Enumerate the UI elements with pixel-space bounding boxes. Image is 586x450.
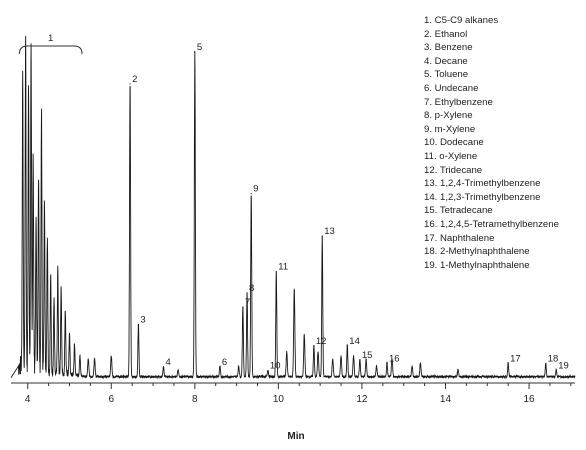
peak-apex-13	[321, 235, 323, 237]
peak-apex-8	[246, 292, 248, 294]
peak-label-15: 15	[362, 350, 373, 361]
peak-label-4: 4	[165, 357, 170, 368]
x-tick-label: 10	[273, 394, 285, 405]
legend-item: 10. Dodecane	[424, 137, 484, 149]
peak-label-16: 16	[389, 354, 400, 365]
range-bracket	[18, 45, 83, 55]
peak-apex-11	[275, 270, 277, 273]
x-tick-label: 14	[440, 394, 452, 405]
peak-apex-12	[313, 345, 315, 347]
peak-label-2: 2	[132, 74, 137, 85]
legend-item: 15. Tetradecane	[424, 205, 493, 217]
peak-label-9: 9	[253, 184, 258, 195]
peak-label-6: 6	[222, 357, 227, 368]
legend-item: 19. 1-Methylnaphthalene	[424, 259, 530, 271]
x-tick-label: 16	[523, 394, 535, 405]
peak-label-10: 10	[270, 361, 281, 372]
chromatogram-trace	[10, 35, 576, 380]
peak-apex-16	[386, 362, 388, 365]
range-bracket-label: 1	[48, 33, 53, 44]
legend-item: 5. Toluene	[424, 69, 469, 81]
peak-apex-15	[359, 359, 361, 361]
peak-apex-14	[346, 345, 348, 347]
peak-label-14: 14	[349, 336, 360, 347]
legend-item: 7. Ethylbenzene	[424, 96, 493, 108]
peak-apex-17	[507, 362, 509, 365]
legend-item: 2. Ethanol	[424, 28, 468, 40]
x-tick-label: 12	[356, 394, 368, 405]
legend-item: 18. 2-Methylnaphthalene	[424, 246, 530, 258]
chromatogram-trace-group	[10, 35, 576, 380]
peak-apex-9	[250, 193, 252, 195]
peak-label-12: 12	[316, 336, 327, 347]
legend-item: 17. Naphthalene	[424, 232, 495, 244]
legend-item: 6. Undecane	[424, 82, 479, 94]
legend-item: 14. 1,2,3-Trimethylbenzene	[424, 191, 541, 203]
peak-apex-6	[219, 366, 221, 368]
range-annotation: 1	[18, 33, 83, 55]
legend-item: 11. o-Xylene	[424, 150, 478, 162]
legend-item: 8. p-Xylene	[424, 110, 473, 122]
legend-item: 13. 1,2,4-Trimethylbenzene	[424, 178, 541, 190]
peak-apex-18	[545, 362, 547, 365]
legend-item: 16. 1,2,4,5-Tetramethylbenzene	[424, 218, 559, 230]
peak-label-5: 5	[197, 42, 202, 53]
peak-apex-19	[555, 370, 557, 372]
x-tick-label: 4	[25, 394, 31, 405]
peak-apex-4	[162, 366, 165, 368]
peak-label-3: 3	[140, 315, 145, 326]
legend-item: 1. C5-C9 alkanes	[424, 15, 499, 26]
x-axis: 4 6 8 10 12 14 16	[11, 382, 575, 405]
peak-apex-5	[194, 51, 196, 53]
legend-item: 12. Tridecane	[424, 164, 483, 176]
peak-label-18: 18	[548, 354, 559, 365]
peak-label-7: 7	[245, 297, 250, 308]
peak-label-19: 19	[558, 361, 569, 372]
x-tick-label: 8	[192, 394, 198, 405]
legend: 1. C5-C9 alkanes 2. Ethanol 3. Benzene 4. D…	[424, 14, 559, 272]
peak-label-17: 17	[510, 354, 521, 365]
x-tick-label: 6	[108, 394, 114, 405]
peak-label-11: 11	[278, 262, 288, 273]
legend-item: 9. m-Xylene	[424, 123, 476, 135]
legend-item: 4. Decane	[424, 55, 468, 67]
peak-apex-7	[242, 306, 244, 308]
peak-label-13: 13	[324, 226, 335, 237]
peak-apex-10	[267, 370, 269, 372]
peak-apex-2	[129, 83, 131, 85]
x-axis-label: Min	[287, 431, 304, 442]
legend-item: 3. Benzene	[424, 42, 473, 54]
peak-apex-3	[137, 324, 140, 326]
peak-label-8: 8	[249, 283, 254, 294]
